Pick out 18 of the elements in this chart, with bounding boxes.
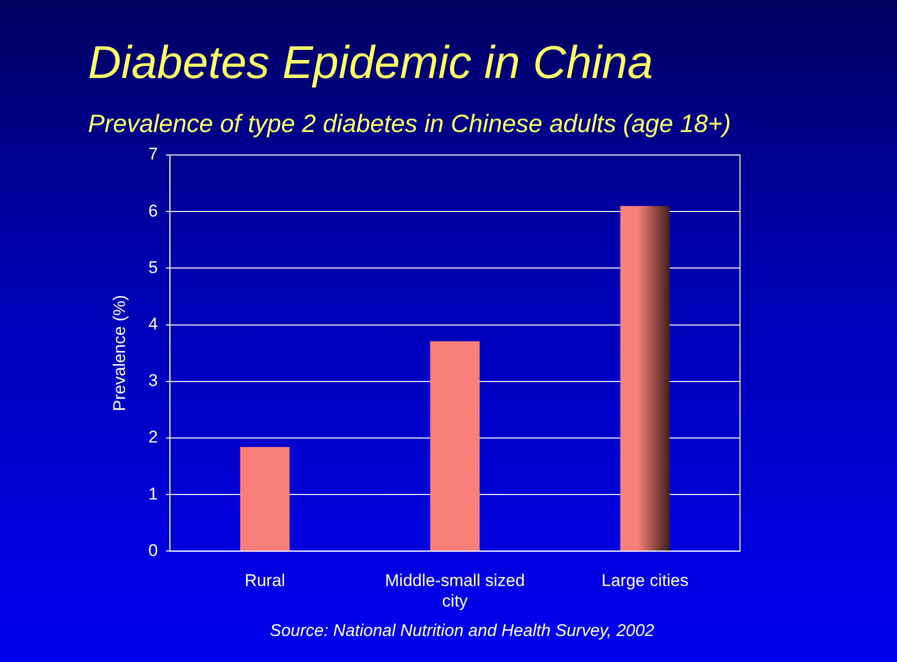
y-tick-label: 3 — [148, 371, 158, 390]
bar — [240, 447, 290, 551]
y-tick-label: 2 — [148, 428, 158, 447]
y-tick-label: 1 — [148, 484, 158, 504]
y-tick-label: 0 — [148, 540, 158, 560]
x-tick-label: Middle-small sized city — [385, 571, 525, 610]
chart-subtitle: Prevalence of type 2 diabetes in Chinese adults (age 18+) — [88, 110, 731, 138]
x-tick-label: Large cities — [602, 571, 688, 590]
y-tick-label: 5 — [148, 258, 158, 277]
y-axis-title: Prevalence (%) — [110, 294, 129, 412]
bar — [430, 341, 480, 551]
y-tick-label: 6 — [148, 201, 158, 220]
source-note: Source: National Nutrition and Health Survey, 2002 — [270, 621, 655, 640]
bar — [620, 206, 670, 551]
y-tick-label: 4 — [148, 314, 158, 334]
y-tick-label: 7 — [148, 144, 158, 164]
x-tick-label: Rural — [244, 571, 286, 590]
chart-title: Diabetes Epidemic in China — [88, 36, 654, 88]
